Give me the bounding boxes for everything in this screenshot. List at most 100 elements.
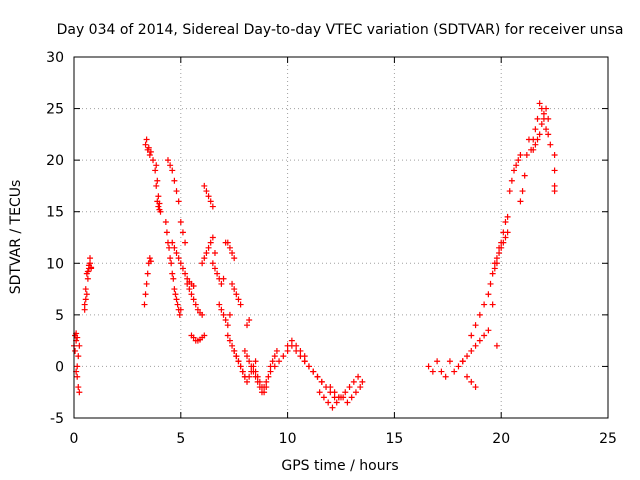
data-point: [502, 219, 509, 226]
data-point: [271, 353, 278, 360]
data-point: [75, 353, 82, 360]
data-point: [171, 177, 178, 184]
data-point: [226, 337, 233, 344]
data-point: [532, 141, 539, 148]
data-point: [429, 368, 436, 375]
data-point: [164, 157, 171, 164]
data-point: [177, 260, 184, 267]
x-axis-label: GPS time / hours: [281, 458, 398, 474]
data-point: [156, 200, 163, 207]
data-point: [344, 399, 351, 406]
data-point: [233, 291, 240, 298]
data-point: [194, 306, 201, 313]
data-point: [218, 280, 225, 287]
data-point: [246, 358, 253, 365]
data-point: [76, 342, 83, 349]
data-point: [192, 301, 199, 308]
data-point: [265, 373, 272, 380]
data-point: [314, 373, 321, 380]
data-point: [146, 255, 153, 262]
data-point: [280, 353, 287, 360]
data-point: [241, 347, 248, 354]
data-point: [237, 301, 244, 308]
data-point: [147, 148, 154, 155]
data-point: [350, 378, 357, 385]
data-point: [261, 389, 268, 396]
data-point: [209, 234, 216, 241]
data-point: [446, 358, 453, 365]
data-point: [145, 144, 152, 151]
data-point: [246, 373, 253, 380]
data-point: [485, 327, 492, 334]
data-point: [551, 151, 558, 158]
y-tick-label: -5: [50, 411, 64, 427]
data-point: [487, 280, 494, 287]
y-tick-label: 30: [46, 50, 64, 66]
data-point: [190, 282, 197, 289]
data-point: [493, 342, 500, 349]
data-point: [310, 368, 317, 375]
data-point: [496, 244, 503, 251]
data-point: [331, 389, 338, 396]
data-point: [186, 286, 193, 293]
data-point: [273, 347, 280, 354]
data-point: [489, 301, 496, 308]
data-point: [199, 260, 206, 267]
data-point: [163, 229, 170, 236]
data-point: [320, 394, 327, 401]
data-point: [521, 172, 528, 179]
data-point: [434, 358, 441, 365]
y-tick-label: 10: [46, 256, 64, 272]
data-point: [235, 358, 242, 365]
data-point: [346, 384, 353, 391]
data-point: [171, 244, 178, 251]
data-point: [489, 270, 496, 277]
data-point: [190, 296, 197, 303]
data-point: [83, 291, 90, 298]
data-point: [207, 198, 214, 205]
data-point: [169, 167, 176, 174]
data-point: [508, 177, 515, 184]
data-point: [545, 115, 552, 122]
data-point: [547, 141, 554, 148]
data-point: [459, 358, 466, 365]
data-point: [481, 301, 488, 308]
data-point: [442, 373, 449, 380]
data-point: [491, 265, 498, 272]
data-point: [476, 311, 483, 318]
data-point: [155, 203, 162, 210]
data-point: [536, 131, 543, 138]
data-point: [168, 260, 175, 267]
data-point: [224, 322, 231, 329]
data-point: [201, 255, 208, 262]
data-point: [184, 275, 191, 282]
data-point: [82, 286, 89, 293]
data-point: [146, 151, 153, 158]
data-point: [76, 389, 83, 396]
y-tick-label: 20: [46, 153, 64, 169]
data-point: [288, 342, 295, 349]
data-point: [267, 368, 274, 375]
data-point: [226, 244, 233, 251]
y-tick-labels: -5 0 5 10 15 20 25 30: [46, 50, 64, 427]
data-point: [464, 373, 471, 380]
data-point: [220, 275, 227, 282]
data-point: [355, 373, 362, 380]
data-point: [201, 332, 208, 339]
data-point: [203, 188, 210, 195]
data-point: [538, 121, 545, 128]
x-tick-label: 20: [492, 431, 510, 447]
data-point: [72, 347, 79, 354]
data-point: [205, 244, 212, 251]
data-point: [476, 337, 483, 344]
x-tick-label: 0: [70, 431, 79, 447]
data-point: [74, 373, 81, 380]
data-point: [82, 296, 89, 303]
data-point: [244, 353, 251, 360]
data-point: [231, 255, 238, 262]
data-point: [153, 182, 160, 189]
data-point: [229, 280, 236, 287]
data-point: [491, 260, 498, 267]
data-point: [540, 110, 547, 117]
data-point: [348, 394, 355, 401]
